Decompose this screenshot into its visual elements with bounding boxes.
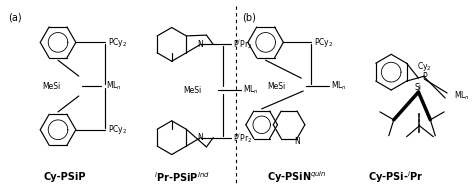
Text: (a): (a) xyxy=(9,13,22,23)
Text: MeSi: MeSi xyxy=(267,82,285,91)
Text: (b): (b) xyxy=(242,13,256,23)
Text: Cy-PSiP: Cy-PSiP xyxy=(44,172,86,182)
Text: Si: Si xyxy=(415,83,422,92)
Text: Cy-PSi-$^i$Pr: Cy-PSi-$^i$Pr xyxy=(368,170,424,185)
Text: N: N xyxy=(294,137,300,146)
Text: ML$_n$: ML$_n$ xyxy=(454,90,470,102)
Text: $^i$Pr-PSiP$^{Ind}$: $^i$Pr-PSiP$^{Ind}$ xyxy=(154,170,210,184)
Text: MeSi: MeSi xyxy=(183,86,201,94)
Text: P$^i$Pr$_2$: P$^i$Pr$_2$ xyxy=(233,37,252,51)
Text: Cy$_2$: Cy$_2$ xyxy=(417,60,432,73)
Text: ML$_n$: ML$_n$ xyxy=(243,84,259,96)
Text: PCy$_2$: PCy$_2$ xyxy=(314,36,334,49)
Text: ML$_n$: ML$_n$ xyxy=(331,80,347,92)
Text: PCy$_2$: PCy$_2$ xyxy=(109,123,128,136)
Text: N: N xyxy=(198,40,203,49)
Text: MeSi: MeSi xyxy=(43,82,61,91)
Text: P: P xyxy=(422,72,427,81)
Text: PCy$_2$: PCy$_2$ xyxy=(109,36,128,49)
Text: N: N xyxy=(198,133,203,142)
Text: Cy-PSiN$^{quin}$: Cy-PSiN$^{quin}$ xyxy=(267,170,327,185)
Text: P$^i$Pr$_2$: P$^i$Pr$_2$ xyxy=(233,131,252,145)
Text: ML$_n$: ML$_n$ xyxy=(107,80,122,92)
